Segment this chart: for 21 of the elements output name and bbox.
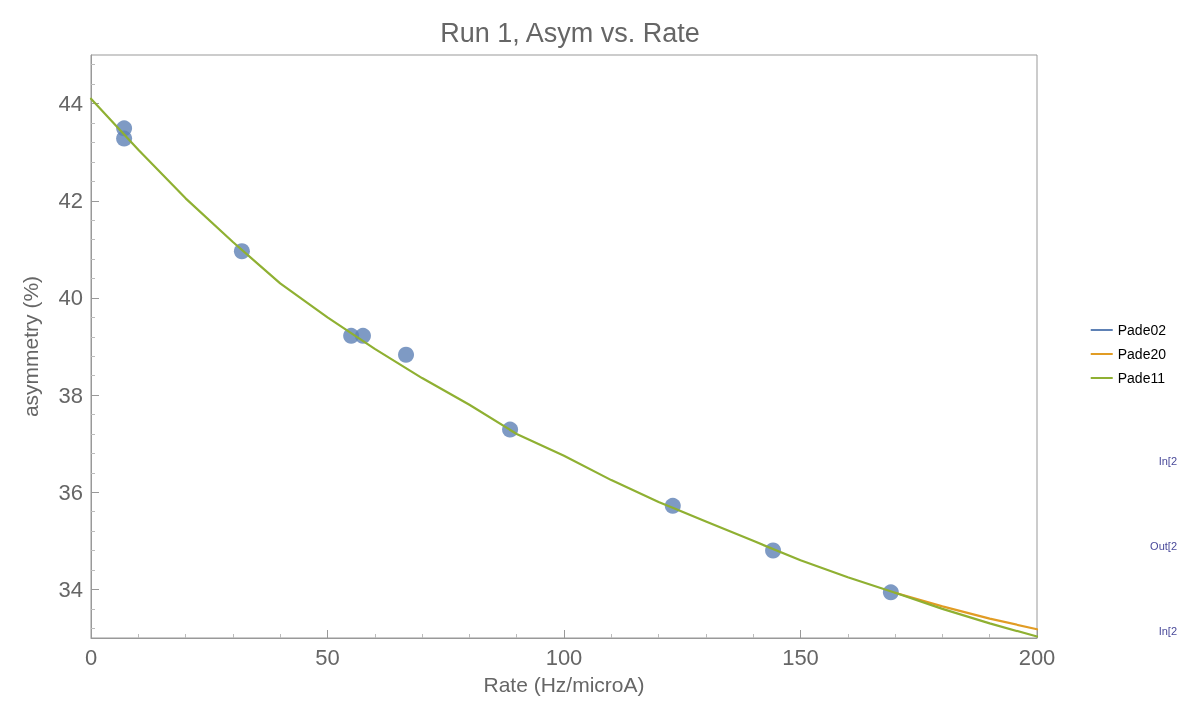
y-tick-label: 38 xyxy=(58,382,83,408)
x-tick-label: 0 xyxy=(84,644,98,670)
x-axis-title: Rate (Hz/microA) xyxy=(483,673,645,696)
y-tick-label: 40 xyxy=(58,285,83,311)
text: Out[2 xyxy=(1150,539,1177,552)
y-axis-title: asymmetry (%) xyxy=(19,275,42,418)
text: In[2 xyxy=(1158,624,1178,637)
x-tick-label: 150 xyxy=(782,644,819,670)
x-tick-label: 50 xyxy=(315,644,340,670)
chart-title: Run 1, Asym vs. Rate xyxy=(440,17,700,48)
y-tick-label: 44 xyxy=(58,91,83,117)
legend-label: Pade02 xyxy=(1117,322,1167,338)
legend-label: Pade11 xyxy=(1117,370,1166,386)
y-tick-label: 42 xyxy=(58,188,83,214)
x-tick-label: 100 xyxy=(545,644,583,670)
y-tick-label: 36 xyxy=(58,479,83,505)
text: In[2 xyxy=(1158,454,1178,467)
legend-label: Pade20 xyxy=(1117,346,1167,362)
point xyxy=(398,346,415,363)
x-tick-label: 200 xyxy=(1018,644,1056,670)
y-tick-label: 34 xyxy=(58,576,83,602)
